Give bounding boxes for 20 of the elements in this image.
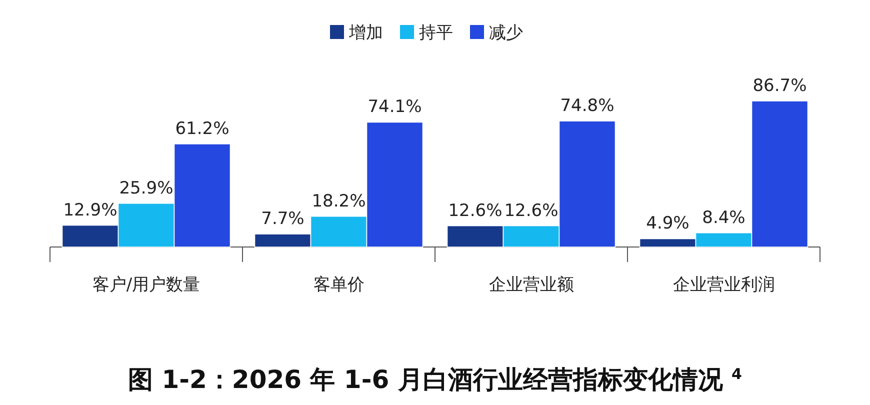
legend-label: 增加 (348, 23, 383, 43)
x-tick-label: 企业营业额 (488, 275, 574, 295)
text: 图 1-2：2026 年 1-6 月白酒行业经营指标变化情况 $^{4}$ (128, 365, 742, 394)
data-label: 74.1% (368, 97, 422, 118)
data-label: 12.6% (448, 200, 502, 221)
data-label: 12.9% (63, 200, 118, 220)
data-label: 4.9% (646, 214, 690, 234)
data-label: 74.8% (560, 96, 614, 116)
data-label: 18.2% (312, 191, 366, 212)
x-tick-label: 客户/用户数量 (92, 275, 200, 295)
data-label: 7.7% (261, 209, 304, 230)
x-tick-label: 客单价 (313, 275, 364, 295)
x-tick-label: 企业营业利润 (672, 275, 775, 295)
data-label: 12.6% (504, 200, 558, 221)
data-label: 25.9% (119, 178, 174, 198)
data-label: 86.7% (752, 76, 807, 96)
data-label: 8.4% (702, 208, 746, 228)
legend-label: 持平 (419, 23, 453, 43)
data-label: 61.2% (175, 118, 230, 139)
legend-label: 减少 (489, 23, 523, 43)
